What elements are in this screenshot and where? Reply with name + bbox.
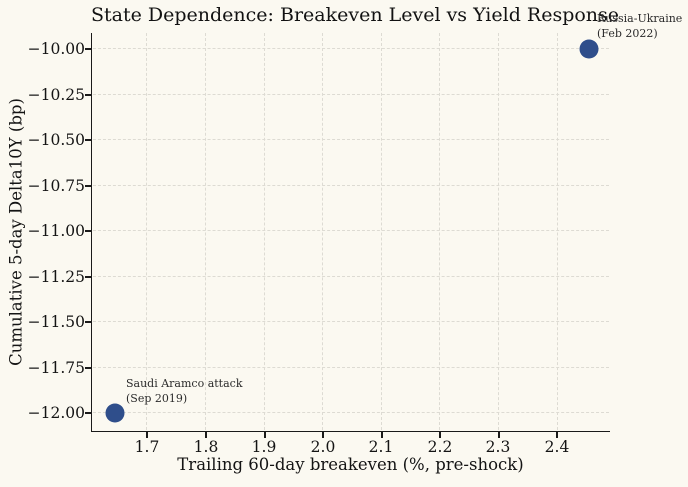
v-gridline — [557, 33, 558, 430]
plot-area — [91, 33, 610, 432]
v-gridline — [322, 33, 323, 430]
x-tick — [556, 432, 558, 438]
x-tick-label: 2.0 — [310, 438, 336, 456]
v-gridline — [381, 33, 382, 430]
v-gridline — [146, 33, 147, 430]
annotation-saudi-aramco: Saudi Aramco attack (Sep 2019) — [126, 377, 243, 406]
y-tick-label: −10.50 — [27, 131, 85, 149]
x-tick — [439, 432, 441, 438]
annotation-russia-ukraine: Russia-Ukraine (Feb 2022) — [597, 12, 682, 41]
y-tick — [85, 367, 91, 369]
x-axis-label: Trailing 60-day breakeven (%, pre-shock) — [177, 455, 524, 474]
h-gridline — [93, 367, 609, 368]
x-tick — [205, 432, 207, 438]
y-tick-label: −12.00 — [27, 404, 85, 422]
x-tick-label: 1.7 — [134, 438, 160, 456]
y-tick-label: −10.00 — [27, 40, 85, 58]
h-gridline — [93, 412, 609, 413]
h-gridline — [93, 48, 609, 49]
y-tick-label: −11.75 — [27, 359, 85, 377]
x-tick-label: 1.9 — [251, 438, 277, 456]
x-tick-label: 1.8 — [193, 438, 219, 456]
x-tick-label: 2.2 — [427, 438, 453, 456]
h-gridline — [93, 321, 609, 322]
h-gridline — [93, 276, 609, 277]
v-gridline — [498, 33, 499, 430]
y-tick — [85, 94, 91, 96]
data-point-russia-ukraine — [579, 39, 599, 59]
x-tick — [381, 432, 383, 438]
y-tick-label: −10.25 — [27, 86, 85, 104]
y-tick — [85, 48, 91, 50]
y-tick — [85, 185, 91, 187]
data-point-saudi-aramco — [105, 403, 125, 423]
x-tick — [498, 432, 500, 438]
h-gridline — [93, 230, 609, 231]
x-tick — [146, 432, 148, 438]
annotation-line: (Sep 2019) — [126, 391, 188, 405]
x-tick — [322, 432, 324, 438]
y-tick — [85, 321, 91, 323]
y-tick-label: −11.00 — [27, 222, 85, 240]
x-tick — [264, 432, 266, 438]
y-tick-label: −11.50 — [27, 313, 85, 331]
chart-title: State Dependence: Breakeven Level vs Yie… — [91, 4, 620, 26]
h-gridline — [93, 94, 609, 95]
annotation-line: (Feb 2022) — [597, 26, 658, 40]
h-gridline — [93, 185, 609, 186]
v-gridline — [205, 33, 206, 430]
x-tick-label: 2.4 — [544, 438, 570, 456]
h-gridline — [93, 139, 609, 140]
annotation-line: Saudi Aramco attack — [126, 377, 243, 390]
y-tick — [85, 276, 91, 278]
y-tick — [85, 139, 91, 141]
x-tick-label: 2.1 — [368, 438, 394, 456]
v-gridline — [264, 33, 265, 430]
y-tick — [85, 230, 91, 232]
y-tick-label: −11.25 — [27, 268, 85, 286]
v-gridline — [439, 33, 440, 430]
y-tick-label: −10.75 — [27, 177, 85, 195]
annotation-line: Russia-Ukraine — [597, 12, 683, 25]
x-tick-label: 2.3 — [485, 438, 511, 456]
y-tick — [85, 412, 91, 414]
